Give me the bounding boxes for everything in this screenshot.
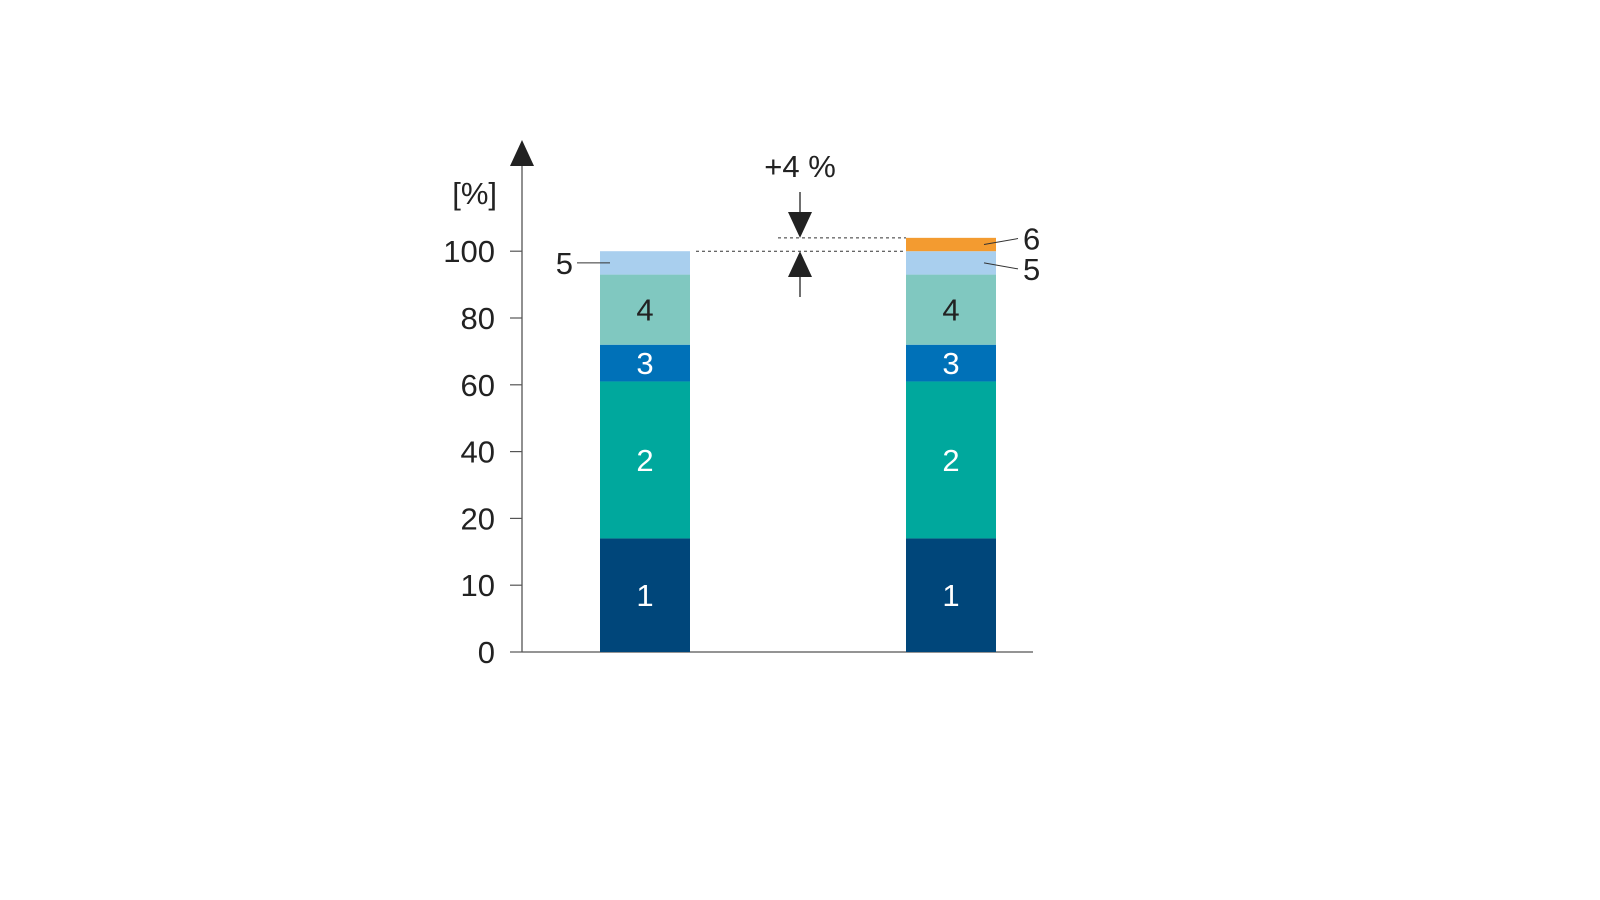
y-tick-label: 80: [461, 301, 495, 336]
bar-segment-5: [906, 251, 996, 275]
y-tick-label: 60: [461, 368, 495, 403]
bar-segment-1: [600, 538, 690, 652]
segment-label: 1: [942, 578, 959, 613]
y-tick-label: 20: [461, 501, 495, 536]
bar-segment-6: [906, 237, 996, 252]
bar-segment-4: [600, 274, 690, 345]
segment-label: 1: [636, 578, 653, 613]
bar-segment-5: [600, 251, 690, 275]
segment-label: 5: [556, 246, 573, 281]
y-tick-label: 100: [443, 234, 495, 269]
bar-segment-2: [600, 381, 690, 539]
y-tick-label: 10: [461, 568, 495, 603]
bar-segment-3: [600, 344, 690, 382]
y-axis-label: [%]: [452, 176, 497, 211]
bar-segment-3: [906, 344, 996, 382]
y-axis-arrow-icon: [510, 140, 534, 166]
segment-label: 2: [636, 443, 653, 478]
bar-segment-1: [906, 538, 996, 652]
segment-label: 5: [1023, 252, 1040, 287]
segment-label: 2: [942, 443, 959, 478]
segment-label: 3: [942, 346, 959, 381]
arrow-down-icon: [788, 212, 812, 238]
segment-label: 4: [636, 293, 653, 328]
bar-segment-4: [906, 274, 996, 345]
segment-label: 4: [942, 293, 959, 328]
y-tick-label: 40: [461, 435, 495, 470]
segment-label: 6: [1023, 222, 1040, 257]
callout-line: [983, 262, 1019, 270]
arrow-up-icon: [788, 251, 812, 277]
segment-label: 3: [636, 346, 653, 381]
callout-line: [983, 238, 1019, 246]
y-tick-label: 0: [478, 635, 495, 670]
bar-segment-2: [906, 381, 996, 539]
difference-annotation: +4 %: [764, 149, 836, 184]
